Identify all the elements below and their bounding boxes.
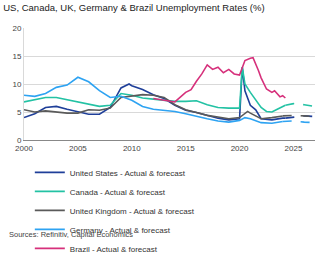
svg-text:US, Canada, UK, Germany & Braz: US, Canada, UK, Germany & Brazil Unemplo… (3, 2, 264, 13)
svg-text:15: 15 (12, 52, 21, 61)
svg-text:5: 5 (17, 108, 22, 117)
svg-text:United Kingdom - Actual & fore: United Kingdom - Actual & forecast (70, 207, 195, 216)
svg-text:10: 10 (12, 80, 21, 89)
svg-text:2005: 2005 (69, 144, 87, 153)
svg-text:2015: 2015 (177, 144, 195, 153)
svg-text:2000: 2000 (15, 144, 33, 153)
svg-text:Sources: Refinitiv, Capital Ec: Sources: Refinitiv, Capital Economics (9, 230, 133, 239)
svg-text:2025: 2025 (285, 144, 303, 153)
svg-text:20: 20 (12, 24, 21, 33)
svg-text:Germany - Actual & forecast: Germany - Actual & forecast (70, 226, 171, 235)
svg-text:United States - Actual & forec: United States - Actual & forecast (70, 169, 186, 178)
svg-text:0: 0 (17, 136, 22, 145)
svg-text:Brazil - Actual & forecast: Brazil - Actual & forecast (70, 245, 158, 254)
svg-text:2020: 2020 (231, 144, 249, 153)
svg-text:2010: 2010 (123, 144, 141, 153)
svg-text:Canada - Actual & forecast: Canada - Actual & forecast (70, 188, 166, 197)
